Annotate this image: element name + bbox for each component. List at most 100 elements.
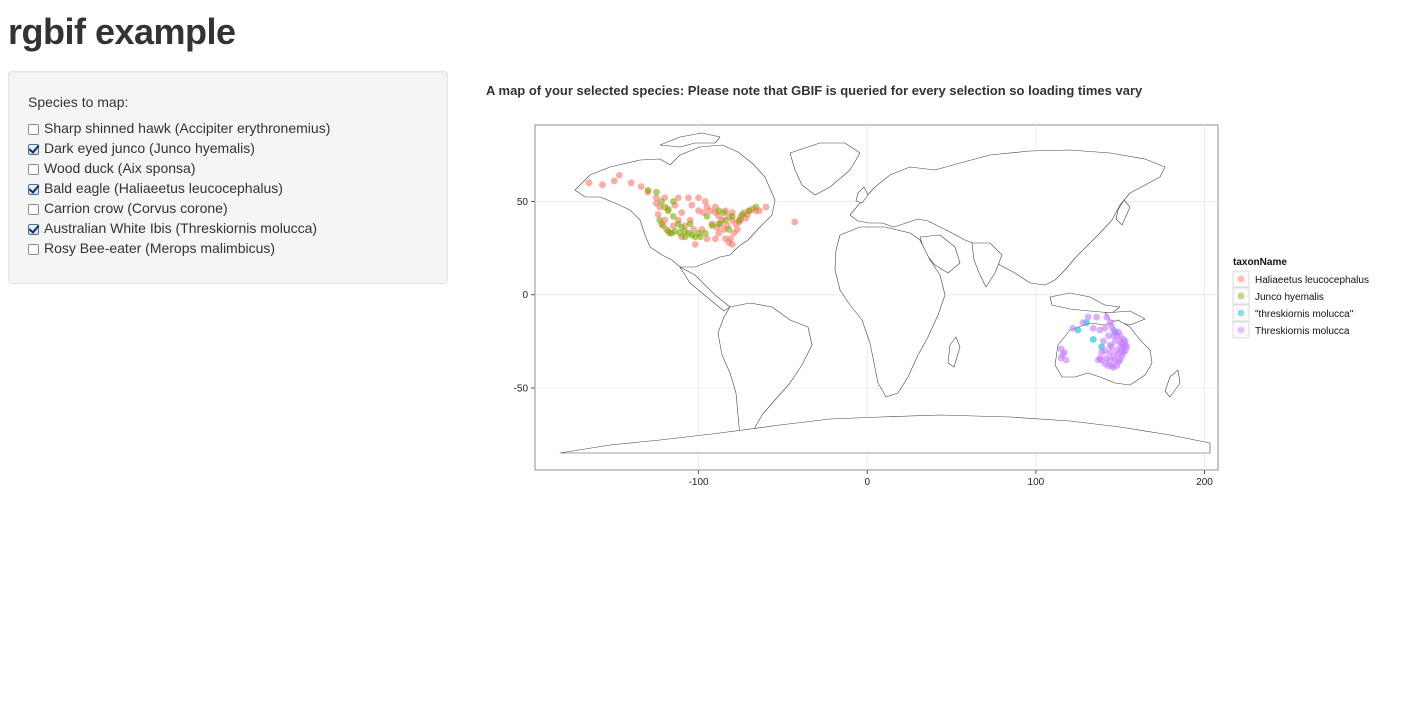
species-option-label: Rosy Bee-eater (Merops malimbicus) <box>44 240 276 256</box>
species-option[interactable]: Bald eagle (Haliaeetus leucocephalus) <box>28 178 330 198</box>
occurrence-point <box>1099 337 1107 345</box>
occurrence-point <box>615 171 623 179</box>
occurrence-point <box>1062 356 1070 364</box>
occurrence-point <box>1089 336 1097 343</box>
occurrence-point <box>1094 356 1102 364</box>
legend-key <box>1232 270 1250 288</box>
land-new-zealand <box>1164 369 1181 398</box>
occurrence-point <box>1098 349 1106 356</box>
species-option[interactable]: Rosy Bee-eater (Merops malimbicus) <box>28 238 330 258</box>
legend: taxonName Haliaeetus leucocephalus Junco … <box>1232 257 1369 339</box>
occurrence-point <box>661 216 669 224</box>
occurrence-point <box>1120 349 1127 356</box>
land-greenland <box>789 142 861 196</box>
occurrence-point <box>735 216 743 224</box>
occurrence-point <box>685 194 692 202</box>
land-indonesia <box>1049 292 1121 314</box>
occurrence-point <box>762 203 770 211</box>
occurrence-point <box>688 201 696 209</box>
occurrence-point <box>659 222 667 230</box>
species-option[interactable]: Sharp shinned hawk (Accipiter erythronem… <box>28 118 330 138</box>
checkbox[interactable] <box>28 164 39 175</box>
occurrence-point <box>1096 326 1104 334</box>
legend-swatch <box>1237 309 1245 317</box>
occurrence-point <box>791 218 799 226</box>
land-south-america <box>717 302 813 446</box>
legend-label: Haliaeetus leucocephalus <box>1255 275 1369 286</box>
species-option[interactable]: Carrion crow (Corvus corone) <box>28 198 330 218</box>
occurrence-point <box>681 233 689 241</box>
species-checkbox-list: Sharp shinned hawk (Accipiter erythronem… <box>28 118 330 258</box>
occurrence-point <box>644 186 652 194</box>
occurrence-point <box>715 229 723 237</box>
species-option-label: Wood duck (Aix sponsa) <box>44 160 196 176</box>
occurrence-point <box>627 179 635 187</box>
legend-key <box>1232 287 1250 305</box>
x-tick-label: 0 <box>864 477 870 488</box>
occurrence-point <box>654 211 662 218</box>
land-eurasia <box>849 149 1166 286</box>
occurrence-point <box>1123 343 1131 351</box>
occurrence-point <box>722 235 729 243</box>
occurrence-point <box>678 209 686 217</box>
occurrence-point <box>599 181 606 189</box>
occurrence-point <box>1084 313 1092 321</box>
x-tick-label: -100 <box>689 477 709 488</box>
land-india <box>971 242 1003 288</box>
occurrence-point <box>695 194 702 202</box>
occurrence-point <box>656 203 664 211</box>
occurrence-point <box>725 226 733 233</box>
occurrence-point <box>686 220 694 228</box>
species-option-label: Dark eyed junco (Junco hyemalis) <box>44 140 255 156</box>
legend-swatch <box>1237 326 1245 334</box>
checkbox[interactable] <box>28 124 39 135</box>
occurrence-point <box>669 198 677 205</box>
legend-key <box>1232 304 1250 322</box>
occurrence-point <box>703 235 711 243</box>
occurrence-point <box>653 188 660 196</box>
land-arctic-islands <box>659 132 721 148</box>
occurrence-point <box>703 212 711 220</box>
occurrence-point <box>610 177 618 185</box>
occurrence-point <box>664 207 672 215</box>
species-option[interactable]: Dark eyed junco (Junco hyemalis) <box>28 138 330 158</box>
x-tick-label: 200 <box>1196 477 1213 488</box>
occurrence-points <box>585 171 1131 371</box>
y-tick-label: 50 <box>517 197 529 208</box>
occurrence-point <box>1079 319 1087 327</box>
checkbox[interactable] <box>28 204 39 215</box>
occurrence-point <box>745 207 753 215</box>
species-option[interactable]: Australian White Ibis (Threskiornis molu… <box>28 218 330 238</box>
map-heading: A map of your selected species: Please n… <box>486 83 1143 98</box>
occurrence-point <box>739 211 746 218</box>
species-checkbox-group-label: Species to map: <box>28 94 129 110</box>
land-japan <box>1115 199 1131 226</box>
legend-label: Threskiornis molucca <box>1255 326 1350 337</box>
occurrence-point <box>1111 337 1119 345</box>
species-option[interactable]: Wood duck (Aix sponsa) <box>28 158 330 178</box>
occurrence-point <box>1089 324 1097 332</box>
legend-swatch <box>1237 275 1245 283</box>
occurrence-point <box>1111 356 1119 364</box>
checkbox[interactable] <box>28 184 39 195</box>
occurrence-point <box>712 235 719 243</box>
occurrence-point <box>715 220 723 228</box>
land-madagascar <box>947 336 961 368</box>
occurrence-point <box>668 229 675 237</box>
occurrence-point <box>1106 341 1114 349</box>
occurrence-point <box>728 212 736 220</box>
occurrence-point <box>1093 313 1100 321</box>
checkbox[interactable] <box>28 224 39 235</box>
occurrence-point <box>637 183 645 190</box>
occurrence-point <box>1113 332 1121 340</box>
checkbox[interactable] <box>28 144 39 155</box>
checkbox[interactable] <box>28 244 39 255</box>
occurrence-point <box>1104 332 1112 340</box>
y-tick-label: 0 <box>522 290 528 301</box>
species-option-label: Carrion crow (Corvus corone) <box>44 200 228 216</box>
land-antarctica <box>559 414 1211 454</box>
sidebar-panel: Species to map: Sharp shinned hawk (Acci… <box>8 71 448 284</box>
occurrence-point <box>715 207 723 215</box>
legend-label: "threskiornis molucca" <box>1255 309 1354 320</box>
occurrence-point <box>701 229 709 237</box>
